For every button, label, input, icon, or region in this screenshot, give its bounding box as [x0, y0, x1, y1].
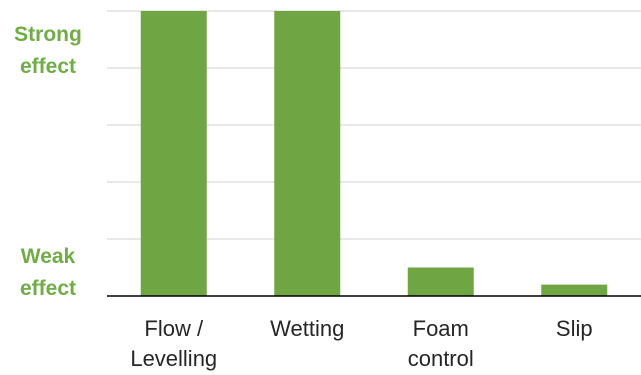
bar: [541, 284, 608, 296]
y-tick-label: Weak effect: [19, 245, 77, 301]
bar: [274, 11, 341, 296]
bar: [407, 267, 474, 296]
y-tick-label: Strong effect: [14, 22, 82, 78]
x-tick-label: Wetting: [270, 316, 345, 341]
bar: [140, 11, 207, 296]
x-tick-label: Slip: [555, 316, 593, 341]
x-tick-label: Flow / Levelling: [130, 316, 218, 371]
x-tick-label: Foam control: [407, 316, 474, 371]
